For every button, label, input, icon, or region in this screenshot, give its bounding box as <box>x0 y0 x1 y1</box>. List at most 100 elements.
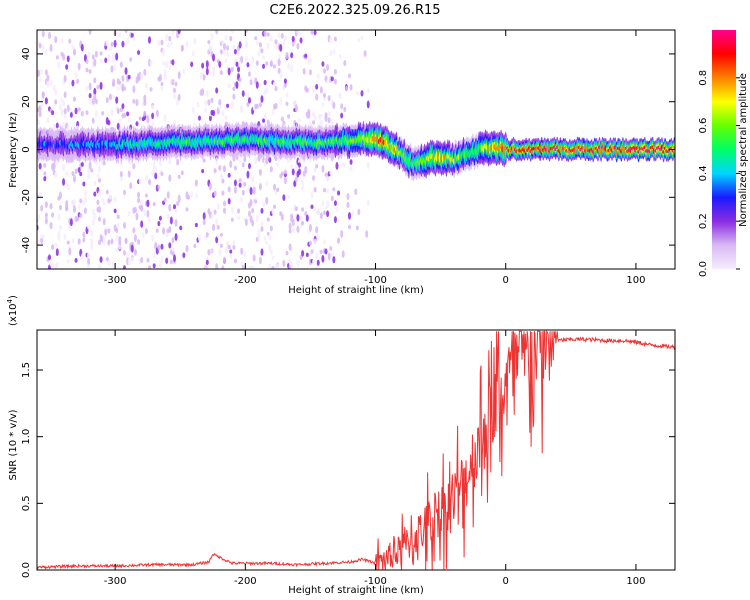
spectrogram-cell <box>360 35 364 41</box>
colorbar-tick-label: 0.2 <box>698 213 709 229</box>
spectrogram-cell <box>43 176 47 182</box>
spectrogram-cell <box>332 48 336 55</box>
spectrogram-cell <box>171 59 175 66</box>
spectrogram-cell <box>322 239 326 245</box>
spectrogram-cell <box>122 250 126 256</box>
spectrogram-cell <box>185 244 189 253</box>
spectrogram-cell <box>346 201 350 209</box>
spectrogram-cell <box>115 247 119 253</box>
spectrogram-cell <box>68 224 72 232</box>
spectrogram-cell <box>168 64 172 71</box>
spectrogram-cell <box>85 110 89 115</box>
spectrogram-cell <box>230 102 234 109</box>
spectrogram-cell <box>332 256 336 264</box>
spectrogram-cell <box>62 163 66 172</box>
spectrogram-cell <box>282 120 286 126</box>
spectrogram-cell <box>185 40 189 48</box>
spectrogram-cell <box>44 69 48 76</box>
spectrogram-cell <box>87 224 91 230</box>
spectrogram-cell <box>276 187 280 192</box>
spectrogram-cell <box>210 214 214 220</box>
spectrogram-cell <box>177 30 181 35</box>
spectrogram-cell <box>177 194 181 203</box>
spectrogram-cell <box>90 168 94 173</box>
spectrogram-cell <box>310 248 314 255</box>
snr-frame <box>36 329 676 571</box>
spectrogram-cell <box>99 81 103 90</box>
spectrogram-cell <box>215 236 219 244</box>
spectrogram-cell <box>266 42 270 50</box>
spectrogram-cell <box>191 50 195 57</box>
spectrogram-cell <box>349 83 353 91</box>
spectrogram-cell <box>337 190 341 196</box>
spectrogram-cell <box>349 159 353 165</box>
spectrogram-cell <box>288 243 292 252</box>
spectrogram-cell <box>226 241 230 247</box>
spectrogram-cell <box>194 222 198 228</box>
spectrogram-cell <box>77 62 81 71</box>
spectrogram-cell <box>237 50 241 57</box>
spectrogram-cell <box>90 237 94 243</box>
spectrogram-cell <box>332 187 336 192</box>
spectrogram-cell <box>147 265 151 269</box>
spectrogram-cell <box>55 55 59 60</box>
spectrogram-cell <box>274 39 278 45</box>
spectrogram-cell <box>272 183 276 191</box>
spectrogram-cell <box>326 200 330 209</box>
spectrogram-cell <box>140 199 144 208</box>
spectrogram-cell <box>343 163 347 168</box>
spectrogram-cell <box>357 208 361 216</box>
spectrogram-cell <box>101 198 105 203</box>
spectrogram-cell <box>87 252 91 259</box>
spectrogram-cell <box>283 78 287 84</box>
spectrogram-cell <box>255 81 259 89</box>
spectrogram-cell <box>207 99 211 106</box>
spectrogram-cell <box>151 112 155 120</box>
spectrogram-cell <box>135 212 139 221</box>
spectrogram-cell <box>215 87 219 94</box>
spectrogram-cell <box>333 216 337 224</box>
spectrogram-cell <box>260 95 264 103</box>
spectrogram-cell <box>226 45 230 51</box>
spectrogram-cell <box>180 170 184 176</box>
spectrogram-cell <box>49 44 53 52</box>
spectrogram-cell <box>366 100 370 109</box>
spectrogram-cell <box>112 94 116 100</box>
spectrogram-cell <box>46 79 50 88</box>
spectrogram-cell <box>283 169 287 175</box>
spectrogram-cell <box>108 46 112 52</box>
spectrogram-cell <box>308 121 312 128</box>
spectrogram-cell <box>66 183 70 191</box>
spectrogram-cell <box>340 103 344 110</box>
spectrogram-cell <box>315 164 319 169</box>
spectrogram-cell <box>116 107 120 114</box>
spectrogram-cell <box>232 86 236 92</box>
spectrogram-cell <box>212 53 216 62</box>
spectrogram-cell <box>112 57 116 64</box>
spectrogram-cell <box>201 88 205 96</box>
spectrogram-cell <box>294 104 298 113</box>
spectrogram-cell <box>335 161 339 170</box>
snr-panel: -300 -200 -100 0 100 0.0 0.5 1.0 1.5 Height of … <box>6 295 676 596</box>
spectrogram-cell <box>133 248 137 256</box>
spectrogram-cell <box>291 227 295 234</box>
spectrogram-cell <box>329 50 333 57</box>
spectrogram-cell <box>108 194 112 200</box>
spectrogram-cell <box>312 175 316 181</box>
spectrogram-cell <box>44 212 48 218</box>
spectrogram-cell <box>260 248 264 256</box>
spectrogram-cell <box>301 180 305 186</box>
spectrogram-cell <box>330 118 334 126</box>
spectrogram-cell <box>252 186 256 193</box>
spectrogram-cell <box>307 108 311 115</box>
spectrogram-cell <box>138 177 142 185</box>
spectrogram-cell <box>285 101 289 106</box>
spectrogram-cell <box>177 93 181 101</box>
spectrogram-cell <box>277 32 281 39</box>
spectrogram-cell <box>163 72 167 80</box>
spectrogram-cell <box>322 92 326 98</box>
spectrogram-cell <box>260 226 264 232</box>
spectrogram-cell <box>172 87 176 93</box>
spectrogram-cell <box>319 249 323 254</box>
spectrogram-cell <box>165 232 169 237</box>
